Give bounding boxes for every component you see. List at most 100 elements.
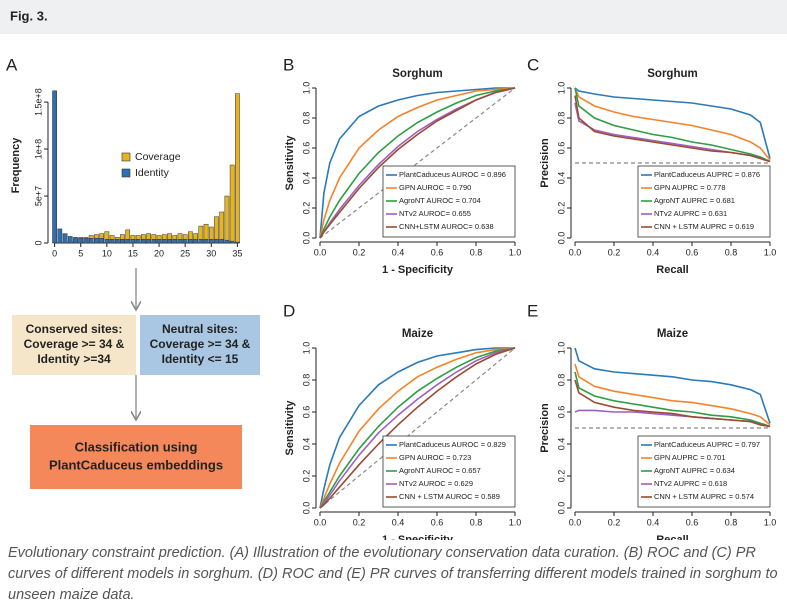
curve: [574, 379, 771, 428]
legend-label: PlantCaduceus AUROC = 0.896: [399, 170, 506, 179]
legend-box: [382, 435, 516, 508]
box-text: Neutral sites:: [162, 322, 238, 336]
x-axis-label: 1 - Specificity: [382, 264, 454, 276]
chart-title: Maize: [657, 328, 688, 340]
x-tick-label: 0.0: [569, 247, 582, 257]
x-tick-label: 0.6: [686, 247, 699, 257]
legend-swatch: [121, 168, 131, 178]
y-tick-label: 0.2: [301, 202, 311, 215]
curve: [319, 347, 516, 509]
legend-label: GPN AUROC = 0.723: [399, 453, 471, 462]
header-bar: [0, 0, 787, 34]
histogram-bar: [146, 238, 151, 244]
figure: Fig. 3. A B C D E Conserved sites: Cover…: [0, 0, 787, 540]
legend-label: Identity: [135, 167, 170, 179]
curve: [319, 87, 515, 239]
histogram-bar: [83, 238, 89, 244]
legend-swatch: [121, 152, 131, 162]
chart-title: Sorghum: [392, 68, 442, 80]
histogram-bar: [94, 238, 99, 244]
x-tick-label: 0.8: [470, 247, 483, 257]
y-tick-label: 0.2: [301, 470, 311, 483]
box-text: Classification using: [75, 439, 198, 454]
conserved-box: [12, 315, 136, 375]
x-tick-label: 25: [180, 248, 190, 258]
histogram-bar: [120, 238, 125, 244]
legend-label: AgroNT AUPRC = 0.634: [654, 466, 735, 475]
x-tick-label: 0.2: [353, 517, 366, 527]
x-tick-label: 0.6: [431, 247, 444, 257]
y-tick-label: 0.6: [301, 406, 311, 419]
y-tick-label: 0.0: [301, 232, 311, 245]
x-axis-label: Recall: [656, 264, 688, 276]
histogram-bar: [214, 238, 219, 244]
legend-box: [637, 435, 771, 508]
histogram-bar: [182, 238, 188, 244]
y-tick-label: 0.0: [301, 502, 311, 515]
box-text: Coverage >= 34 &: [150, 337, 251, 351]
x-tick-label: 0.0: [569, 517, 582, 527]
x-tick-label: 0.4: [647, 247, 660, 257]
legend-label: AgroNT AUROC = 0.704: [399, 196, 481, 205]
histogram-bar: [135, 238, 141, 244]
y-axis-label: Sensitivity: [284, 400, 296, 456]
y-tick-label: 1.0: [301, 342, 311, 355]
x-axis-label: 1 - Specificity: [382, 534, 454, 540]
histogram-bar: [219, 211, 225, 244]
x-tick-label: 35: [232, 248, 242, 258]
histogram-bar: [198, 238, 204, 244]
x-tick-label: 10: [102, 248, 112, 258]
legend-label: CNN + LSTM AUROC = 0.589: [399, 492, 500, 501]
box-text: PlantCaduceus embeddings: [49, 457, 223, 472]
curve: [319, 87, 516, 239]
curve: [319, 347, 515, 509]
legend-label: CNN + LSTM AUPRC = 0.574: [654, 492, 754, 501]
reference-line: [319, 347, 516, 509]
x-tick-label: 0.0: [314, 517, 327, 527]
legend-label: AgroNT AUPRC = 0.681: [654, 196, 735, 205]
histogram-bar: [208, 238, 214, 244]
y-tick-label: 0.8: [301, 112, 311, 125]
histogram-bar: [156, 238, 162, 244]
curve: [574, 87, 771, 161]
curve: [319, 347, 516, 509]
histogram-bar: [62, 233, 68, 244]
histogram-bar: [88, 238, 94, 244]
histogram-bar: [177, 238, 183, 244]
histogram-bar: [73, 237, 78, 244]
x-tick-label: 0.4: [392, 517, 405, 527]
histogram-bar: [67, 236, 73, 244]
legend-label: PlantCaduceus AUROC = 0.829: [399, 440, 506, 449]
legend-label: CNN + LSTM AUPRC = 0.619: [654, 222, 754, 231]
x-tick-label: 30: [206, 248, 216, 258]
x-tick-label: 0: [52, 248, 57, 258]
x-tick-label: 15: [128, 248, 138, 258]
legend-label: CNN+LSTM AUROC= 0.638: [399, 222, 494, 231]
y-tick-label: 0.8: [301, 374, 311, 387]
y-tick-label: 0.0: [556, 232, 566, 245]
x-tick-label: 0.8: [470, 517, 483, 527]
histogram-bar: [125, 238, 131, 244]
x-tick-label: 1.0: [764, 517, 777, 527]
histogram-bar: [172, 238, 178, 244]
x-tick-label: 0.0: [314, 247, 327, 257]
histogram-bar: [78, 238, 84, 244]
histogram-bar: [219, 238, 225, 244]
panel-label: E: [527, 301, 538, 320]
box-text: Identity >=34: [37, 352, 111, 366]
y-tick-label: 0.6: [556, 406, 566, 419]
x-tick-label: 1.0: [509, 247, 522, 257]
curve: [319, 347, 516, 509]
box-text: Conserved sites:: [26, 322, 123, 336]
y-tick-label: 0.2: [556, 470, 566, 483]
y-axis-label: Sensitivity: [284, 135, 296, 191]
legend-label: GPN AUROC = 0.790: [399, 183, 471, 192]
legend-label: NTv2 AUROC= 0.655: [399, 209, 471, 218]
box-text: Identity <= 15: [162, 352, 239, 366]
panel-label: A: [6, 55, 18, 74]
histogram-bar: [130, 238, 136, 244]
x-tick-label: 0.8: [725, 247, 738, 257]
y-tick-label: 0.6: [301, 142, 311, 155]
x-tick-label: 0.2: [608, 517, 621, 527]
x-tick-label: 0.2: [608, 247, 621, 257]
